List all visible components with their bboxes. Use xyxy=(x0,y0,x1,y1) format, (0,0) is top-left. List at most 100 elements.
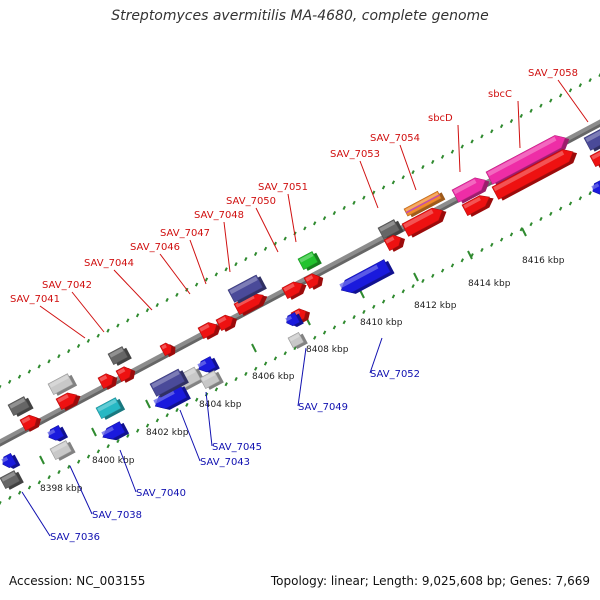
forward-gene-label: SAV_7058 xyxy=(528,68,578,79)
forward-gene-label: SAV_7054 xyxy=(370,133,420,144)
ruler-label: 8414 kbp xyxy=(468,279,511,289)
gene-feature xyxy=(403,190,446,218)
reverse-gene-label: SAV_7045 xyxy=(212,442,262,453)
forward-tick-track xyxy=(0,72,600,389)
forward-label-leader xyxy=(113,269,153,311)
reverse-label-leader xyxy=(205,391,213,447)
forward-gene-label: SAV_7053 xyxy=(330,149,380,160)
forward-label-leader xyxy=(255,207,279,253)
gene-feature xyxy=(451,177,490,204)
reverse-label-leader xyxy=(297,347,307,407)
reverse-label-leader xyxy=(69,465,93,515)
reverse-gene-label: SAV_7052 xyxy=(370,369,420,380)
ruler-tick xyxy=(521,227,527,237)
reverse-gene-label: SAV_7038 xyxy=(92,510,142,521)
ruler-tick xyxy=(251,343,257,353)
gene-feature xyxy=(55,392,81,411)
forward-label-leader xyxy=(399,144,417,191)
forward-label-leader xyxy=(39,305,86,339)
ruler-label: 8398 kbp xyxy=(40,484,83,494)
forward-label-leader xyxy=(223,221,231,273)
forward-label-leader xyxy=(457,124,461,173)
gene-feature xyxy=(19,414,42,432)
gene-feature xyxy=(303,273,324,290)
gene-feature xyxy=(583,127,600,152)
ruler-tick xyxy=(467,250,473,260)
forward-label-leader xyxy=(359,160,379,209)
forward-gene-label: SAV_7042 xyxy=(42,280,92,291)
ruler-tick xyxy=(91,427,97,437)
forward-gene-label: SAV_7044 xyxy=(84,258,134,269)
reverse-gene-label: SAV_7040 xyxy=(136,488,186,499)
reverse-label-leader xyxy=(369,337,383,374)
gene-feature xyxy=(153,384,191,410)
forward-gene-label: SAV_7046 xyxy=(130,242,180,253)
gene-feature xyxy=(199,370,224,390)
ruler-label: 8406 kbp xyxy=(252,372,295,382)
gene-feature xyxy=(49,440,76,461)
forward-label-leader xyxy=(517,100,521,149)
gene-feature xyxy=(591,179,600,196)
ruler-label: 8410 kbp xyxy=(360,318,403,328)
gene-feature xyxy=(47,425,69,442)
gene-feature xyxy=(159,342,176,357)
gene-feature xyxy=(0,470,24,490)
forward-gene-label: SAV_7041 xyxy=(10,294,60,305)
gene-feature xyxy=(97,373,118,390)
gene-feature xyxy=(197,356,220,374)
forward-label-leader xyxy=(159,253,191,295)
gene-feature xyxy=(461,195,494,217)
gene-feature xyxy=(287,331,308,349)
gene-feature xyxy=(233,293,268,316)
ruler-label: 8408 kbp xyxy=(306,345,349,355)
ruler-label: 8400 kbp xyxy=(92,456,135,466)
forward-label-leader xyxy=(557,79,589,123)
reverse-gene-label: SAV_7049 xyxy=(298,402,348,413)
forward-label-leader xyxy=(189,239,207,285)
genome-summary-text: Topology: linear; Length: 9,025,608 bp; … xyxy=(270,574,590,588)
gene-feature xyxy=(215,314,238,332)
reverse-label-leader xyxy=(119,449,137,493)
forward-gene-label: SAV_7050 xyxy=(226,196,276,207)
accession-text: Accession: NC_003155 xyxy=(9,574,146,588)
forward-gene-label: SAV_7051 xyxy=(258,182,308,193)
ruler-tick xyxy=(359,289,365,299)
ruler-label: 8416 kbp xyxy=(522,256,565,266)
gene-feature xyxy=(281,281,307,300)
gene-feature xyxy=(115,366,136,383)
gene-feature xyxy=(339,259,395,294)
reverse-label-leader xyxy=(21,491,51,537)
gene-feature xyxy=(95,397,126,420)
ruler-tick xyxy=(413,272,419,282)
gene-feature xyxy=(297,251,322,271)
forward-label-leader xyxy=(287,193,297,243)
gene-feature xyxy=(101,421,130,441)
forward-gene-label: SAV_7048 xyxy=(194,210,244,221)
forward-gene-label: sbcC xyxy=(488,89,512,100)
reverse-gene-label: SAV_7036 xyxy=(50,532,100,543)
ruler-tick xyxy=(39,455,45,465)
gene-feature xyxy=(377,219,404,240)
gene-feature xyxy=(227,274,267,304)
reverse-label-leader xyxy=(179,409,201,462)
gene-feature xyxy=(197,322,221,340)
gene-feature xyxy=(1,452,21,469)
gene-feature xyxy=(285,311,304,327)
gene-feature xyxy=(401,207,447,238)
ruler-label: 8412 kbp xyxy=(414,301,457,311)
gene-feature xyxy=(107,346,132,366)
forward-gene-label: sbcD xyxy=(428,113,453,124)
gene-feature xyxy=(485,135,570,186)
ruler-label: 8402 kbp xyxy=(146,428,189,438)
gene-feature xyxy=(149,368,189,398)
gene-feature xyxy=(491,149,578,201)
map-title: Streptomyces avermitilis MA-4680, comple… xyxy=(111,8,489,24)
ruler-label: 8404 kbp xyxy=(199,400,242,410)
ruler-tick xyxy=(145,399,151,409)
gene-feature xyxy=(7,396,34,417)
gene-feature xyxy=(47,373,78,396)
reverse-gene-label: SAV_7043 xyxy=(200,457,250,468)
forward-label-leader xyxy=(71,291,105,333)
